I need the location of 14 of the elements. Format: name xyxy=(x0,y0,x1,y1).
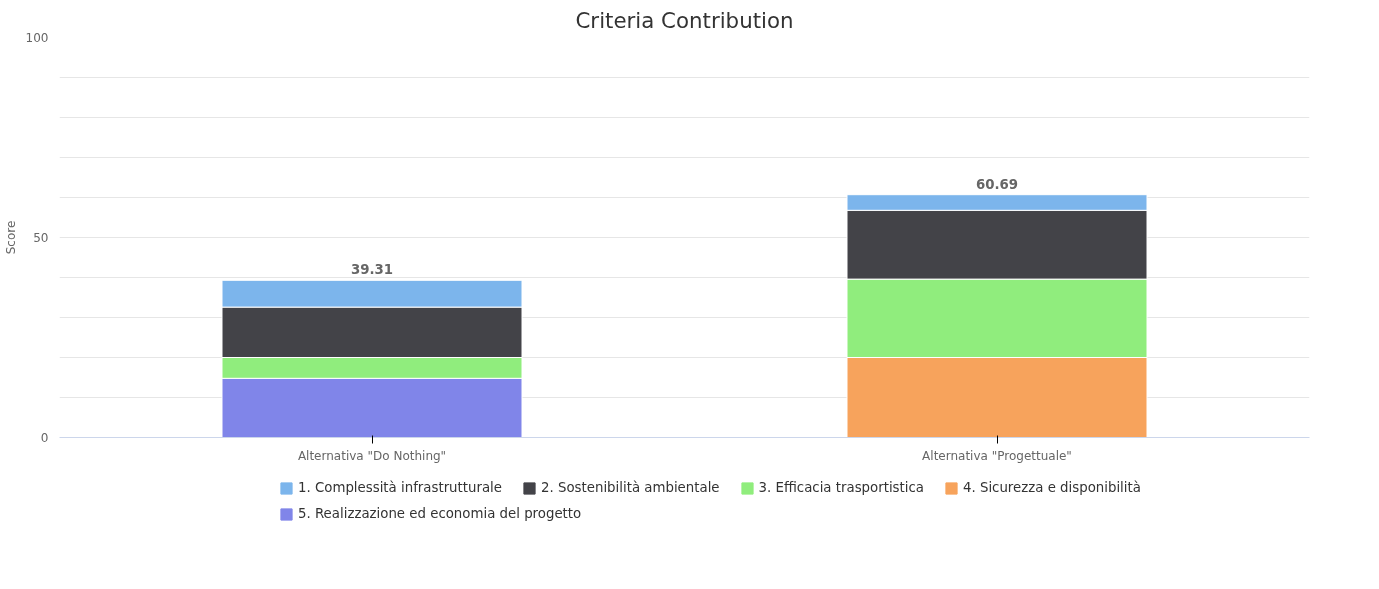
legend-label: 1. Complessità infrastrutturale xyxy=(298,480,503,495)
y-tick-label: 100 xyxy=(25,31,49,45)
y-axis-title: Score xyxy=(3,220,18,255)
y-tick-label: 0 xyxy=(40,431,49,445)
legend-label: 2. Sostenibilità ambientale xyxy=(541,480,720,495)
legend-label: 4. Sicurezza e disponibilità xyxy=(962,480,1141,495)
total-label: 60.69 xyxy=(975,176,1019,192)
y-tick-label: 50 xyxy=(33,231,49,245)
chart-title: Criteria Contribution xyxy=(575,7,794,33)
legend-label: 3. Efficacia trasportistica xyxy=(758,480,924,495)
legend-label: 5. Realizzazione ed economia del progetto xyxy=(298,506,582,521)
x-tick-label: Alternativa "Progettuale" xyxy=(922,448,1072,463)
x-tick-label: Alternativa "Do Nothing" xyxy=(297,448,447,463)
total-label: 39.31 xyxy=(350,262,394,278)
